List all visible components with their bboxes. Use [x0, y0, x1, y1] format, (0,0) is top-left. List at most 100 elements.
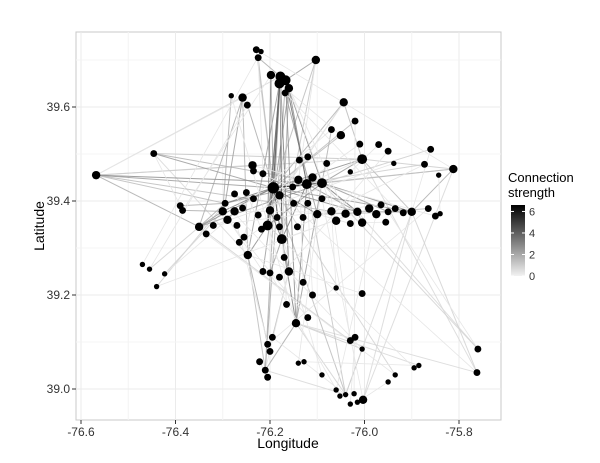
node — [435, 172, 442, 178]
node — [238, 93, 247, 102]
edge — [198, 182, 323, 228]
node — [243, 101, 251, 109]
node — [250, 195, 257, 203]
node — [283, 300, 290, 308]
node — [347, 401, 354, 407]
node — [209, 221, 217, 229]
node — [354, 399, 361, 405]
node — [239, 204, 247, 212]
plot-panel — [75, 31, 502, 421]
node — [231, 190, 239, 198]
node — [299, 214, 307, 221]
node — [437, 210, 443, 217]
edge — [95, 174, 200, 228]
edge — [285, 59, 317, 81]
node — [304, 153, 312, 161]
y-tick-label: 39.4 — [47, 194, 71, 208]
edge — [307, 203, 313, 296]
edge — [285, 80, 346, 214]
node — [384, 208, 392, 216]
edge — [236, 225, 271, 352]
edge — [96, 174, 274, 189]
node — [313, 209, 322, 219]
node — [230, 207, 239, 216]
edge — [257, 57, 264, 174]
node — [304, 314, 312, 322]
node — [299, 278, 307, 286]
node — [385, 379, 391, 385]
y-axis: 39.0 39.2 39.4 39.6 — [47, 100, 76, 396]
edge — [285, 80, 323, 184]
node — [411, 365, 417, 371]
colorbar-ticks: 0 2 4 6 — [511, 206, 535, 283]
node — [421, 160, 428, 168]
node — [153, 283, 160, 290]
edge — [295, 322, 478, 374]
node — [351, 391, 357, 397]
colorbar-tick-label: 2 — [529, 249, 535, 261]
legend-title-line2: strength — [508, 185, 555, 200]
edge — [264, 76, 281, 371]
edge — [269, 272, 341, 397]
edge — [246, 192, 262, 230]
edge — [295, 322, 347, 395]
x-tick-label: -75.8 — [445, 425, 473, 439]
node — [323, 159, 331, 167]
edge — [96, 174, 226, 204]
node — [304, 199, 312, 207]
node — [391, 205, 399, 212]
edge — [288, 88, 337, 221]
node — [358, 290, 366, 298]
node — [233, 221, 241, 229]
node — [252, 46, 260, 54]
edge — [224, 203, 363, 350]
edge — [321, 129, 332, 184]
node — [240, 233, 248, 241]
node — [280, 253, 288, 261]
node — [150, 150, 158, 157]
node — [391, 160, 397, 167]
edge — [343, 102, 363, 160]
edge — [362, 211, 413, 400]
node — [337, 393, 343, 399]
edge — [272, 336, 346, 395]
edge — [411, 211, 478, 373]
edge — [149, 104, 248, 270]
edge — [273, 187, 478, 373]
edge — [153, 153, 181, 206]
node — [327, 207, 336, 216]
colorbar — [511, 205, 525, 276]
y-axis-title: Latitude — [31, 201, 47, 251]
x-axis-title: Longitude — [257, 435, 319, 451]
x-tick-label: -76.0 — [351, 425, 379, 439]
node — [268, 333, 276, 341]
node — [275, 191, 284, 200]
node — [359, 346, 365, 352]
edge — [362, 158, 454, 170]
node — [293, 223, 301, 231]
edge — [213, 163, 394, 226]
node — [254, 54, 262, 62]
node — [264, 340, 272, 348]
node — [267, 182, 280, 194]
node — [424, 205, 432, 212]
node — [301, 179, 312, 190]
node — [301, 359, 307, 365]
node — [351, 333, 359, 341]
edge — [256, 49, 454, 170]
node — [258, 225, 265, 233]
edge — [272, 76, 281, 188]
node — [372, 209, 381, 219]
edge — [335, 214, 377, 391]
edge — [182, 209, 223, 212]
node — [289, 183, 297, 191]
node — [146, 266, 153, 272]
edge — [95, 97, 243, 176]
y-tick-label: 39.6 — [47, 100, 71, 114]
node — [228, 93, 234, 99]
node — [473, 369, 481, 376]
node — [331, 216, 341, 225]
edge — [295, 322, 363, 350]
node — [377, 201, 385, 209]
